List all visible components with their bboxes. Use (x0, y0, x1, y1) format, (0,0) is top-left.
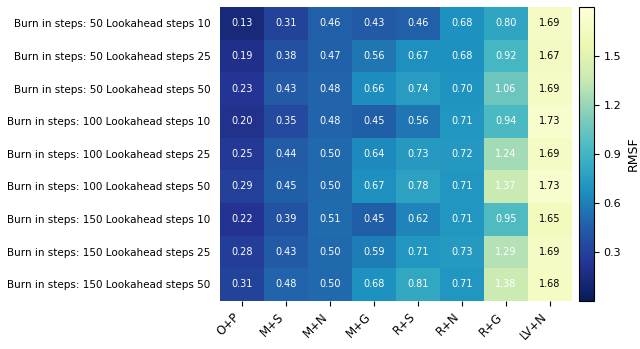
Text: 0.43: 0.43 (275, 83, 297, 94)
Text: 0.59: 0.59 (363, 247, 385, 257)
Text: 0.43: 0.43 (275, 247, 297, 257)
Text: 1.68: 1.68 (539, 279, 560, 289)
Text: 0.68: 0.68 (363, 279, 385, 289)
Text: 0.46: 0.46 (319, 18, 340, 28)
Text: 0.45: 0.45 (363, 214, 385, 224)
Text: 0.44: 0.44 (275, 149, 297, 159)
Text: 1.06: 1.06 (495, 83, 516, 94)
Text: 0.71: 0.71 (451, 181, 472, 191)
Text: 0.50: 0.50 (319, 247, 340, 257)
Text: 0.23: 0.23 (231, 83, 253, 94)
Text: 0.47: 0.47 (319, 51, 340, 61)
Text: 0.48: 0.48 (319, 116, 340, 126)
Text: 0.71: 0.71 (451, 116, 472, 126)
Text: 1.73: 1.73 (539, 116, 561, 126)
Text: 1.69: 1.69 (539, 149, 560, 159)
Text: 0.50: 0.50 (319, 279, 340, 289)
Text: 0.46: 0.46 (407, 18, 428, 28)
Text: 0.92: 0.92 (495, 51, 516, 61)
Text: 0.78: 0.78 (407, 181, 429, 191)
Text: 0.50: 0.50 (319, 149, 340, 159)
Text: 0.22: 0.22 (231, 214, 253, 224)
Text: 0.81: 0.81 (407, 279, 428, 289)
Text: 0.94: 0.94 (495, 116, 516, 126)
Text: 0.71: 0.71 (407, 247, 429, 257)
Text: 1.65: 1.65 (539, 214, 561, 224)
Text: 0.67: 0.67 (407, 51, 429, 61)
Text: 1.24: 1.24 (495, 149, 516, 159)
Text: 1.38: 1.38 (495, 279, 516, 289)
Text: 0.50: 0.50 (319, 181, 340, 191)
Text: 0.43: 0.43 (363, 18, 385, 28)
Text: 0.31: 0.31 (231, 279, 253, 289)
Text: 1.73: 1.73 (539, 181, 561, 191)
Text: 0.64: 0.64 (363, 149, 385, 159)
Text: 0.31: 0.31 (275, 18, 297, 28)
Text: 1.67: 1.67 (539, 51, 561, 61)
Text: 0.51: 0.51 (319, 214, 340, 224)
Text: 0.28: 0.28 (231, 247, 253, 257)
Text: 0.73: 0.73 (407, 149, 429, 159)
Y-axis label: RMSF: RMSF (627, 136, 640, 171)
Text: 0.73: 0.73 (451, 247, 472, 257)
Text: 0.45: 0.45 (275, 181, 297, 191)
Text: 0.56: 0.56 (407, 116, 429, 126)
Text: 0.72: 0.72 (451, 149, 472, 159)
Text: 0.48: 0.48 (319, 83, 340, 94)
Text: 0.35: 0.35 (275, 116, 297, 126)
Text: 0.68: 0.68 (451, 51, 472, 61)
Text: 0.74: 0.74 (407, 83, 429, 94)
Text: 0.38: 0.38 (275, 51, 297, 61)
Text: 0.67: 0.67 (363, 181, 385, 191)
Text: 0.13: 0.13 (231, 18, 253, 28)
Text: 0.95: 0.95 (495, 214, 516, 224)
Text: 0.66: 0.66 (363, 83, 385, 94)
Text: 0.29: 0.29 (231, 181, 253, 191)
Text: 1.69: 1.69 (539, 18, 560, 28)
Text: 0.80: 0.80 (495, 18, 516, 28)
Text: 0.56: 0.56 (363, 51, 385, 61)
Text: 1.37: 1.37 (495, 181, 516, 191)
Text: 0.20: 0.20 (231, 116, 253, 126)
Text: 0.71: 0.71 (451, 214, 472, 224)
Text: 0.70: 0.70 (451, 83, 472, 94)
Text: 0.71: 0.71 (451, 279, 472, 289)
Text: 1.69: 1.69 (539, 247, 560, 257)
Text: 1.69: 1.69 (539, 83, 560, 94)
Text: 0.25: 0.25 (231, 149, 253, 159)
Text: 0.48: 0.48 (275, 279, 297, 289)
Text: 0.62: 0.62 (407, 214, 429, 224)
Text: 1.29: 1.29 (495, 247, 516, 257)
Text: 0.39: 0.39 (275, 214, 297, 224)
Text: 0.19: 0.19 (231, 51, 253, 61)
Text: 0.68: 0.68 (451, 18, 472, 28)
Text: 0.45: 0.45 (363, 116, 385, 126)
